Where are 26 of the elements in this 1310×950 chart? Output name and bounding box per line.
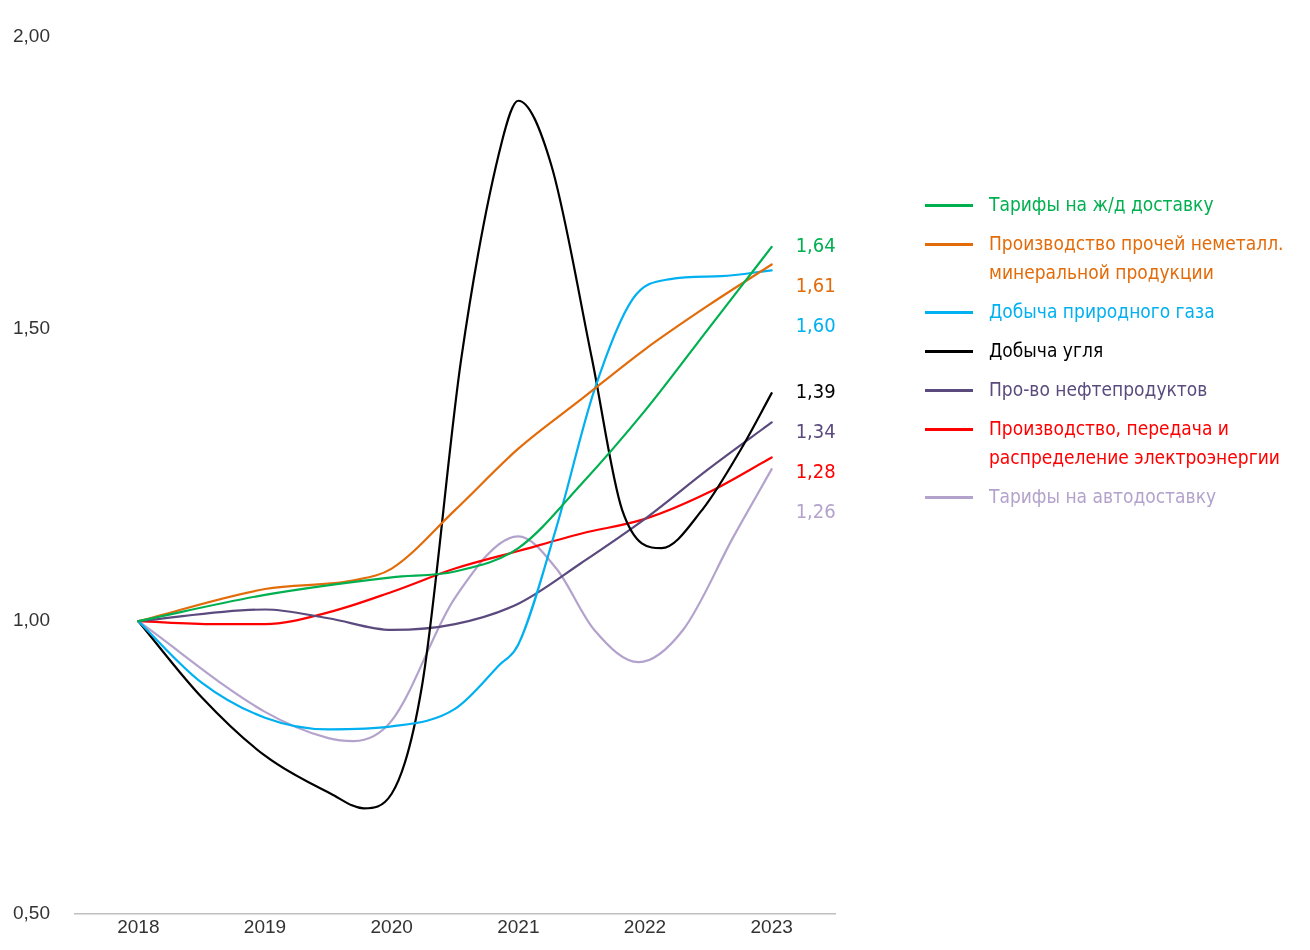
data-label: 1,26: [795, 499, 836, 524]
x-tick-label: 2021: [497, 916, 540, 938]
y-tick-label: 1,50: [13, 317, 50, 339]
x-tick-label: 2018: [117, 916, 160, 938]
data-label: 1,39: [795, 379, 836, 404]
y-tick-label: 0,50: [13, 901, 50, 923]
x-tick-label: 2019: [243, 916, 287, 938]
legend-label: Тарифы на автодоставку: [989, 484, 1217, 509]
data-label: 1,28: [795, 459, 836, 484]
legend-label: Производство прочей неметалл. минеральной продукции: [989, 231, 1285, 285]
line-series: [137, 269, 773, 731]
legend-label: Тарифы на ж/д доставку: [989, 192, 1214, 217]
y-tick-label: 2,00: [13, 24, 50, 46]
line-series: [137, 99, 773, 810]
legend-label: Добыча угля: [989, 338, 1104, 363]
x-tick-label: 2022: [623, 916, 667, 938]
data-label: 1,60: [795, 313, 836, 338]
y-tick-label: 1,00: [13, 609, 50, 631]
x-tick-label: 2020: [370, 916, 413, 938]
legend-label: Производство, передача и распределение электроэнергии: [989, 416, 1281, 470]
legend-label: Про-во нефтепродуктов: [989, 377, 1208, 402]
data-label: 1,34: [795, 419, 836, 444]
legend-label: Добыча природного газа: [989, 299, 1215, 324]
x-tick-label: 2023: [750, 916, 793, 938]
data-label: 1,61: [795, 273, 836, 298]
data-label: 1,64: [795, 233, 836, 258]
